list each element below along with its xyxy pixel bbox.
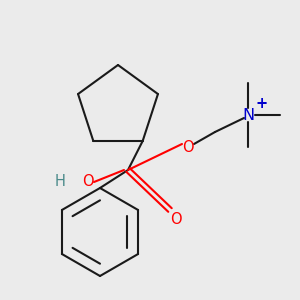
Text: +: + bbox=[256, 95, 268, 110]
Text: O: O bbox=[182, 140, 194, 155]
Text: O: O bbox=[82, 175, 94, 190]
Text: O: O bbox=[170, 212, 182, 227]
Text: H: H bbox=[55, 175, 65, 190]
Text: N: N bbox=[242, 107, 254, 122]
